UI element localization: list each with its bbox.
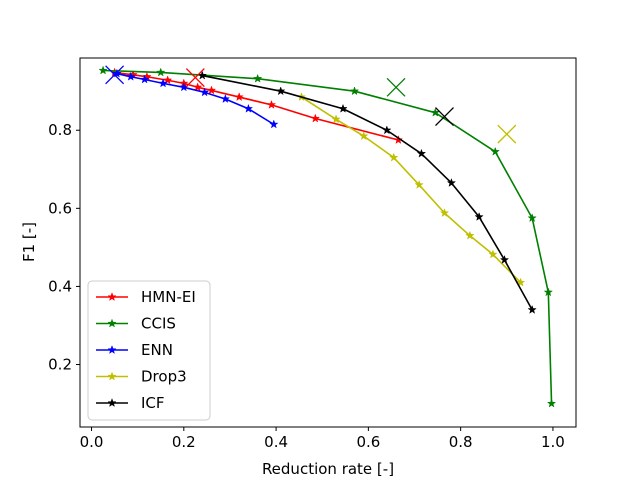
series-enn bbox=[112, 68, 279, 129]
x-tick-label: 0.6 bbox=[356, 433, 380, 451]
legend: HMN-EI CCIS ENN Drop3 ICF bbox=[87, 280, 211, 421]
data-point-drop3 bbox=[439, 208, 450, 218]
data-point-ccis bbox=[156, 67, 166, 77]
series-drop3 bbox=[296, 92, 526, 287]
x-tick-label: 0.4 bbox=[264, 433, 288, 451]
series-icf bbox=[197, 70, 537, 314]
x-axis-label: Reduction rate [-] bbox=[262, 460, 394, 478]
y-axis: 0.2 0.4 0.6 0.8 bbox=[48, 121, 80, 374]
data-point-ccis bbox=[252, 73, 263, 83]
data-point-hmn-ei bbox=[206, 85, 217, 95]
data-point-ccis bbox=[490, 146, 500, 156]
data-point-enn bbox=[126, 71, 136, 81]
data-point-icf bbox=[416, 148, 427, 158]
data-point-hmn-ei bbox=[234, 92, 244, 102]
legend-label-drop3: Drop3 bbox=[141, 368, 187, 386]
data-point-enn bbox=[220, 94, 231, 104]
legend-label-icf: ICF bbox=[141, 394, 165, 412]
data-point-hmn-ei bbox=[310, 113, 321, 123]
legend-box bbox=[87, 280, 211, 421]
y-tick-label: 0.2 bbox=[48, 356, 72, 374]
legend-marker-drop3 bbox=[107, 371, 117, 381]
x-axis: 0.0 0.2 0.4 0.6 0.8 1.0 bbox=[80, 427, 565, 451]
optimum-marker-ccis bbox=[386, 77, 406, 97]
legend-marker-icf bbox=[107, 398, 117, 408]
data-point-ccis bbox=[543, 287, 554, 297]
data-point-hmn-ei bbox=[192, 82, 203, 92]
data-point-enn bbox=[269, 119, 279, 129]
optimum-marker-icf bbox=[435, 107, 454, 127]
series-line-drop3 bbox=[301, 96, 522, 284]
y-tick-label: 0.4 bbox=[48, 277, 72, 295]
legend-marker-hmn-ei bbox=[107, 292, 117, 302]
y-tick-label: 0.6 bbox=[48, 199, 72, 217]
data-point-hmn-ei bbox=[393, 135, 404, 145]
y-axis-label: F1 [-] bbox=[20, 222, 38, 262]
series-layer bbox=[98, 65, 557, 408]
x-tick-label: 0.8 bbox=[449, 433, 473, 451]
data-point-drop3 bbox=[515, 277, 526, 287]
data-point-drop3 bbox=[331, 114, 341, 124]
data-point-ccis bbox=[527, 213, 537, 223]
data-point-ccis bbox=[98, 65, 108, 75]
data-point-icf bbox=[527, 304, 537, 314]
legend-item-hmn-ei: HMN-EI bbox=[96, 288, 196, 306]
data-point-icf bbox=[382, 125, 392, 135]
legend-item-drop3: Drop3 bbox=[96, 368, 187, 386]
data-point-icf bbox=[275, 86, 286, 96]
plot-area-frame bbox=[79, 57, 577, 428]
data-point-enn bbox=[139, 74, 150, 84]
x-tick-label: 1.0 bbox=[541, 433, 565, 451]
data-point-drop3 bbox=[389, 152, 399, 162]
data-point-enn bbox=[199, 87, 210, 97]
legend-label-ccis: CCIS bbox=[141, 315, 176, 333]
optimum-marker-enn bbox=[105, 65, 125, 85]
legend-label-hmn-ei: HMN-EI bbox=[141, 288, 196, 306]
legend-marker-ccis bbox=[107, 318, 117, 328]
data-point-ccis bbox=[546, 398, 557, 408]
data-point-enn bbox=[243, 103, 254, 113]
data-point-drop3 bbox=[414, 179, 424, 189]
legend-item-enn: ENN bbox=[96, 341, 173, 359]
data-point-drop3 bbox=[465, 230, 475, 240]
legend-item-ccis: CCIS bbox=[96, 315, 176, 333]
data-point-icf bbox=[446, 177, 457, 187]
data-point-hmn-ei bbox=[162, 75, 173, 85]
optimum-marker-layer bbox=[105, 65, 517, 144]
optimum-marker-hmn-ei bbox=[185, 68, 205, 87]
optimum-marker-drop3 bbox=[497, 124, 517, 144]
data-point-enn bbox=[158, 78, 168, 88]
data-point-ccis bbox=[349, 86, 360, 96]
legend-marker-enn bbox=[107, 345, 117, 355]
legend-label-enn: ENN bbox=[141, 341, 173, 359]
data-point-icf bbox=[474, 211, 484, 221]
series-hmn-ei bbox=[109, 67, 404, 145]
data-point-hmn-ei bbox=[266, 99, 277, 109]
data-point-icf bbox=[499, 254, 510, 264]
data-point-ccis bbox=[430, 107, 440, 117]
x-tick-label: 0.0 bbox=[80, 433, 104, 451]
x-tick-label: 0.2 bbox=[172, 433, 196, 451]
data-point-icf bbox=[338, 103, 348, 113]
data-point-drop3 bbox=[488, 249, 498, 259]
data-point-drop3 bbox=[359, 131, 369, 141]
y-tick-label: 0.8 bbox=[48, 121, 72, 139]
legend-item-icf: ICF bbox=[96, 394, 165, 412]
